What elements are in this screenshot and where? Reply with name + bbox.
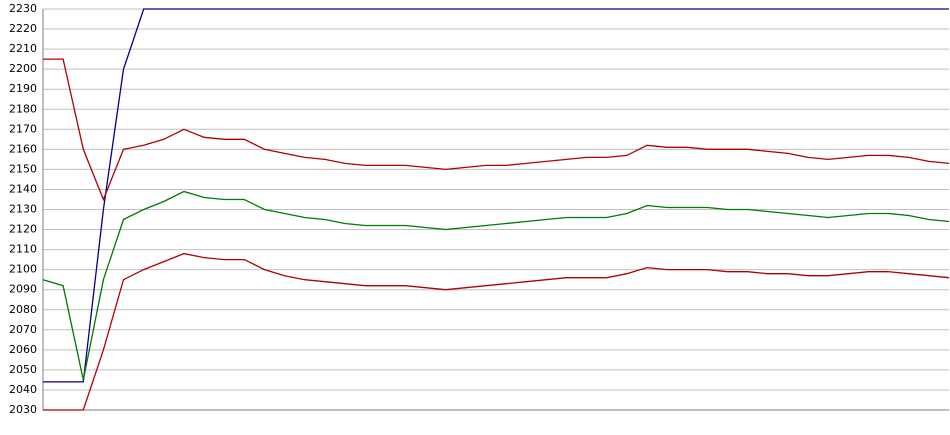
y-tick-label: 2130 — [9, 203, 37, 216]
y-tick-label: 2080 — [9, 303, 37, 316]
y-tick-label: 2140 — [9, 182, 37, 195]
y-tick-label: 2050 — [9, 363, 37, 376]
y-tick-label: 2190 — [9, 82, 37, 95]
y-tick-label: 2060 — [9, 343, 37, 356]
y-tick-label: 2180 — [9, 102, 37, 115]
series-line — [43, 8, 949, 383]
y-tick-label: 2220 — [9, 22, 37, 35]
y-tick-label: 2120 — [9, 223, 37, 236]
y-tick-label: 2210 — [9, 42, 37, 55]
series-line — [43, 58, 950, 202]
y-tick-label: 2070 — [9, 323, 37, 336]
y-tick-label: 2100 — [9, 263, 37, 276]
y-tick-label: 2160 — [9, 142, 37, 155]
y-tick-label: 2110 — [9, 243, 37, 256]
y-tick-label: 2040 — [9, 383, 37, 396]
y-tick-label: 2090 — [9, 283, 37, 296]
y-tick-label: 2030 — [9, 403, 37, 416]
y-tick-label: 2170 — [9, 122, 37, 135]
y-tick-label: 2200 — [9, 62, 37, 75]
series-line — [43, 252, 950, 411]
y-tick-label: 2150 — [9, 162, 37, 175]
series-line — [42, 190, 950, 381]
y-tick-label: 2230 — [9, 2, 37, 15]
